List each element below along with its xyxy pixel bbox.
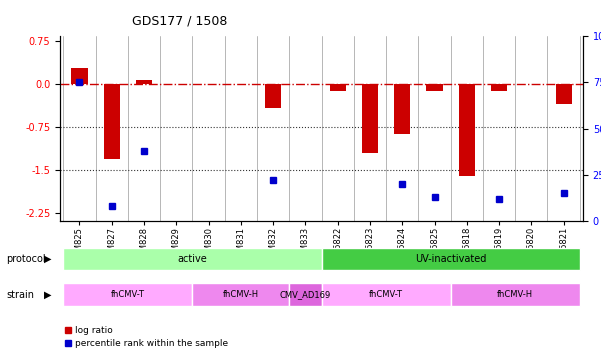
Text: active: active: [177, 254, 207, 264]
Text: ▶: ▶: [44, 290, 51, 300]
FancyBboxPatch shape: [289, 283, 322, 306]
Text: UV-inactivated: UV-inactivated: [415, 254, 486, 264]
Bar: [491, 84, 507, 91]
Text: fhCMV-T: fhCMV-T: [369, 290, 403, 299]
FancyBboxPatch shape: [322, 248, 580, 270]
FancyBboxPatch shape: [63, 248, 322, 270]
Bar: [362, 84, 378, 153]
Bar: [104, 84, 120, 159]
Bar: [265, 84, 281, 108]
Bar: [427, 84, 442, 91]
Text: ▶: ▶: [44, 254, 51, 264]
FancyBboxPatch shape: [63, 283, 192, 306]
Bar: [555, 84, 572, 104]
Bar: [394, 84, 410, 134]
Text: fhCMV-H: fhCMV-H: [223, 290, 259, 299]
FancyBboxPatch shape: [451, 283, 580, 306]
Bar: [72, 68, 88, 84]
Bar: [459, 84, 475, 176]
Legend: log ratio, percentile rank within the sample: log ratio, percentile rank within the sa…: [65, 326, 228, 348]
Text: GDS177 / 1508: GDS177 / 1508: [132, 14, 228, 27]
Text: CMV_AD169: CMV_AD169: [280, 290, 331, 299]
Text: protocol: protocol: [6, 254, 46, 264]
FancyBboxPatch shape: [322, 283, 451, 306]
Text: fhCMV-H: fhCMV-H: [497, 290, 533, 299]
Text: fhCMV-T: fhCMV-T: [111, 290, 145, 299]
Text: strain: strain: [6, 290, 34, 300]
FancyBboxPatch shape: [192, 283, 289, 306]
Bar: [329, 84, 346, 91]
Bar: [136, 80, 152, 84]
